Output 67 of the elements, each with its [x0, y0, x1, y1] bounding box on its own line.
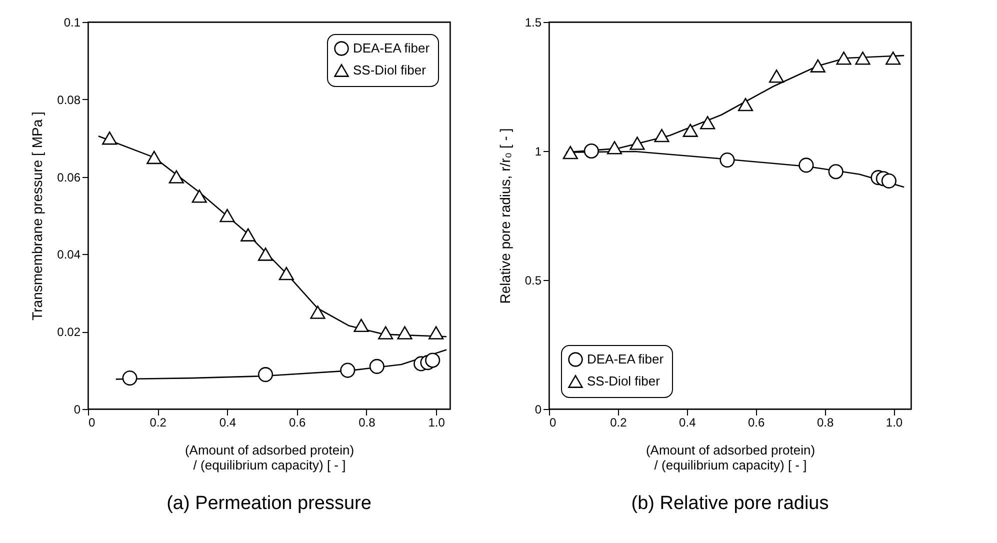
point	[630, 136, 645, 150]
point	[738, 98, 754, 112]
y-axis-title: Transmembrane pressure [ MPa ]	[29, 112, 46, 320]
text: (b) Relative pore radius	[631, 493, 829, 514]
point	[378, 326, 394, 340]
x-tick-label: 1.0	[886, 416, 903, 430]
point	[340, 362, 356, 378]
point	[810, 59, 826, 72]
point	[397, 326, 412, 340]
point	[310, 306, 326, 319]
point	[682, 124, 698, 137]
point	[258, 367, 274, 382]
point	[562, 146, 578, 160]
x-tick-label: 0	[550, 416, 556, 430]
y-axis-title: Relative pore radius, r/r₀ [ - ]	[496, 128, 513, 304]
point	[584, 143, 599, 159]
point	[168, 170, 184, 184]
x-tick-label: 0.6	[289, 416, 306, 430]
point	[886, 52, 901, 65]
point	[720, 152, 735, 168]
y-tick-label: 0	[74, 402, 81, 416]
point	[700, 116, 716, 130]
point	[828, 164, 844, 180]
y-tick-label: 0.08	[57, 92, 81, 107]
x-tick-label: 1.0	[428, 416, 446, 430]
point	[240, 228, 256, 242]
point	[654, 128, 670, 142]
point	[102, 131, 118, 145]
y-tick-label: 1	[534, 144, 542, 158]
point	[855, 52, 870, 65]
legend-label: SS-Diol fiber	[587, 374, 661, 388]
point	[192, 190, 207, 203]
point	[354, 318, 369, 332]
point	[278, 266, 294, 280]
x-axis-title: (Amount of adsorbed protein) / (equilibrium capacity) [ - ]	[646, 442, 816, 472]
text: (a) Permeation pressure	[166, 493, 372, 514]
point	[122, 370, 138, 386]
point	[425, 352, 440, 368]
point	[769, 70, 784, 83]
point	[146, 150, 162, 164]
y-tick-label: 0.5	[524, 274, 542, 288]
point	[428, 326, 444, 340]
legend-label: SS-Diol fiber	[353, 62, 427, 78]
point	[220, 208, 235, 222]
x-tick-label: 0.4	[679, 416, 696, 430]
x-tick-label: 0.6	[748, 416, 766, 430]
y-tick-label: 0.06	[57, 170, 81, 184]
x-tick-label: 0.4	[219, 416, 236, 430]
x-tick-label: 0.8	[358, 416, 376, 430]
y-tick-label: 1.5	[524, 16, 542, 30]
point	[881, 173, 896, 188]
x-tick-label: 0.2	[150, 416, 167, 430]
x-tick-label: 0.2	[610, 416, 628, 430]
point	[798, 158, 814, 173]
legend-label: DEA-EA fiber	[353, 40, 430, 56]
point	[369, 358, 384, 374]
point	[258, 248, 274, 261]
y-tick-label: 0.1	[64, 16, 81, 30]
y-tick-label: 0.02	[57, 325, 81, 340]
y-tick-label: 0.04	[57, 248, 81, 262]
x-axis-title: (Amount of adsorbed protein) / (equilibrium capacity) [ - ]	[184, 442, 354, 472]
point	[836, 52, 852, 65]
legend-label: DEA-EA fiber	[587, 352, 664, 366]
x-tick-label: 0	[88, 416, 96, 430]
x-tick-label: 0.8	[816, 416, 834, 430]
point	[606, 141, 622, 154]
y-tick-label: 0	[534, 402, 542, 416]
